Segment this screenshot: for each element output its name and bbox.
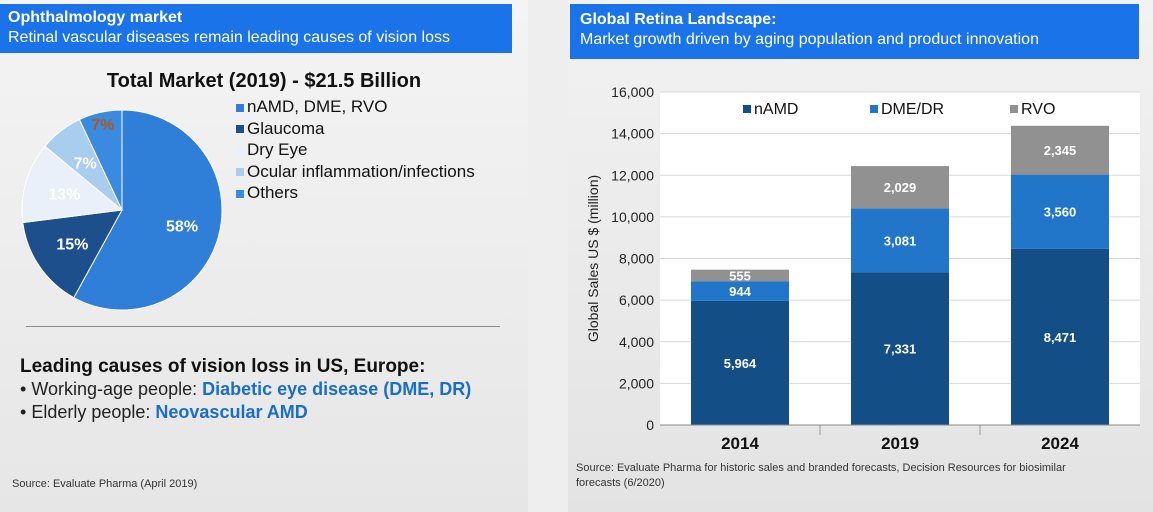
bar-segment xyxy=(1011,174,1109,249)
legend-label: Ocular inflammation/infections xyxy=(247,161,475,181)
legend-swatch xyxy=(1010,105,1018,113)
legend-label: Glaucoma xyxy=(247,118,325,138)
bar-value-label: 2,029 xyxy=(884,180,917,195)
legend-label: Others xyxy=(247,183,299,202)
pie-chart: 58% 15% 13% 7% 7% xyxy=(21,109,223,311)
pie-slice xyxy=(21,145,124,224)
bar-value-label: 555 xyxy=(729,268,751,283)
y-tick-label: 12,000 xyxy=(611,167,654,183)
y-axis-label: Global Sales US $ (million) xyxy=(585,175,601,342)
bar-value-label: 3,081 xyxy=(884,233,917,248)
cause-item: • Elderly people: Neovascular AMD xyxy=(20,402,308,423)
y-tick-label: 8,000 xyxy=(619,251,654,267)
cause-prefix: Elderly people: xyxy=(31,402,156,422)
y-tick-label: 16,000 xyxy=(611,84,654,100)
cause-highlight: Diabetic eye disease (DME, DR) xyxy=(202,379,472,399)
legend-label: nAMD, DME, RVO xyxy=(247,97,388,116)
cause-item: • Working-age people: Diabetic eye disea… xyxy=(20,379,471,400)
pie-slice xyxy=(22,209,123,299)
bar-segment xyxy=(851,166,949,209)
left-source: Source: Evaluate Pharma (April 2019) xyxy=(12,478,198,490)
legend-item: Others xyxy=(236,182,475,204)
legend-item: Ocular inflammation/infections xyxy=(236,161,475,183)
bar-segment xyxy=(691,281,789,301)
legend-label: nAMD xyxy=(754,101,798,118)
bullet: • xyxy=(20,402,27,422)
x-tick-label: 2014 xyxy=(721,434,759,453)
right-banner-subtitle: Market growth driven by aging population… xyxy=(580,31,1039,48)
bar-segment xyxy=(1011,125,1109,175)
bar-value-label: 5,964 xyxy=(724,356,757,371)
pie-legend: nAMD, DME, RVO Glaucoma Dry Eye Ocular i… xyxy=(236,96,475,204)
y-tick-label: 2,000 xyxy=(619,375,654,391)
legend-swatch xyxy=(236,125,244,134)
right-panel: Global Retina Landscape: Market growth d… xyxy=(568,0,1153,512)
pie-slice-label: 7% xyxy=(91,117,114,134)
left-panel: Ophthalmology market Retinal vascular di… xyxy=(0,0,528,512)
pie-slice-label: 58% xyxy=(166,218,198,235)
legend-swatch xyxy=(236,103,244,112)
pie-title: Total Market (2019) - $21.5 Billion xyxy=(106,70,422,92)
y-tick-label: 0 xyxy=(646,417,654,433)
bar-segment xyxy=(851,208,949,273)
bar-value-label: 3,560 xyxy=(1044,205,1077,220)
x-tick-label: 2024 xyxy=(1041,434,1079,453)
bar-segment xyxy=(1011,248,1109,425)
bar-chart: 0 2,000 4,000 6,000 8,000 10,000 12,000 14,000 1… xyxy=(585,84,1140,453)
right-banner-title: Global Retina Landscape: xyxy=(580,11,777,28)
bar-value-label: 2,345 xyxy=(1044,143,1077,158)
legend-swatch xyxy=(236,189,244,198)
pie-slice xyxy=(78,109,123,211)
x-tick-label: 2019 xyxy=(881,434,919,453)
legend-item: Dry Eye xyxy=(236,139,475,161)
legend-swatch xyxy=(236,168,244,177)
causes-heading: Leading causes of vision loss in US, Eur… xyxy=(20,356,426,377)
bar-value-label: 944 xyxy=(729,284,751,299)
pie-slice-label: 7% xyxy=(74,156,97,173)
y-tick-label: 4,000 xyxy=(619,334,654,350)
bar-segment xyxy=(691,269,789,282)
bar-segment xyxy=(851,272,949,425)
right-source-line: Source: Evaluate Pharma for historic sal… xyxy=(576,462,1066,474)
right-source-line: forecasts (6/2020) xyxy=(576,477,665,489)
left-banner-title: Ophthalmology market xyxy=(8,9,183,26)
y-tick-label: 10,000 xyxy=(611,209,654,225)
section-divider xyxy=(26,326,500,327)
legend-label: RVO xyxy=(1021,101,1055,118)
cause-prefix: Working-age people: xyxy=(31,379,203,399)
legend-swatch xyxy=(236,146,244,155)
bar-segment xyxy=(691,300,789,425)
left-banner-subtitle: Retinal vascular diseases remain leading… xyxy=(8,29,450,46)
legend-swatch xyxy=(743,105,751,113)
legend-swatch xyxy=(870,105,878,113)
pie-slice-label: 15% xyxy=(56,237,88,254)
y-tick-label: 14,000 xyxy=(611,126,654,142)
cause-highlight: Neovascular AMD xyxy=(155,402,308,422)
y-tick-label: 6,000 xyxy=(619,292,654,308)
left-banner: Ophthalmology market Retinal vascular di… xyxy=(0,4,512,53)
pie-slice xyxy=(73,109,223,311)
legend-label: Dry Eye xyxy=(247,140,308,159)
right-source: Source: Evaluate Pharma for historic sal… xyxy=(576,461,1066,491)
bar-value-label: 7,331 xyxy=(884,342,917,357)
pie-slice-label: 13% xyxy=(48,186,80,203)
right-banner: Global Retina Landscape: Market growth d… xyxy=(570,4,1139,59)
legend-item: nAMD, DME, RVO xyxy=(236,96,475,118)
legend-item: Glaucoma xyxy=(236,118,475,140)
bar-value-label: 8,471 xyxy=(1044,330,1077,345)
legend-label: DME/DR xyxy=(881,101,944,118)
bullet: • xyxy=(20,379,27,399)
